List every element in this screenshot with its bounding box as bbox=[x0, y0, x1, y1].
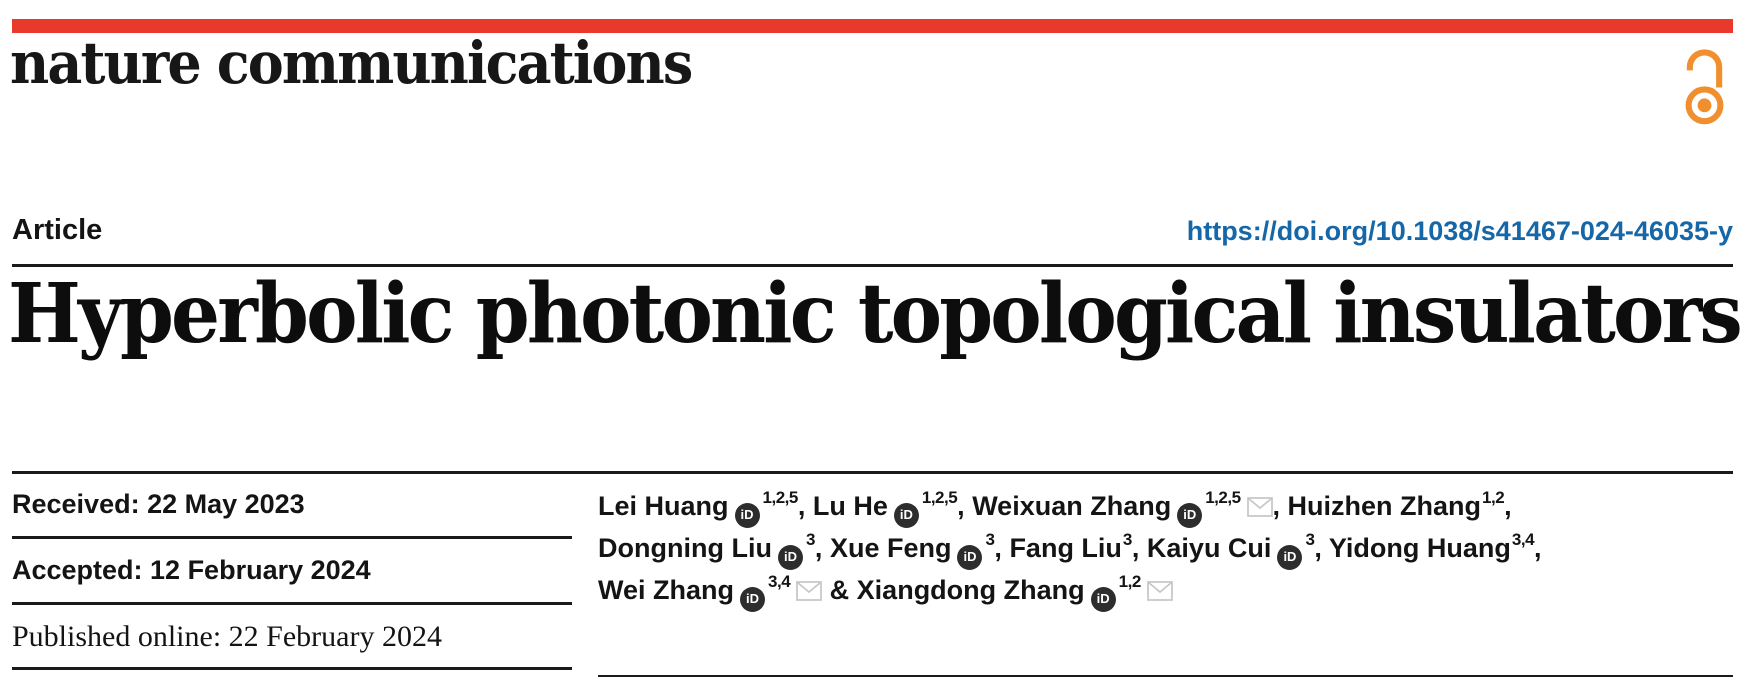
author-separator: , bbox=[1314, 533, 1329, 563]
author-name: Kaiyu Cui bbox=[1146, 533, 1272, 563]
author: Yidong Huang3,4, bbox=[1328, 530, 1542, 563]
author-name: Lu He bbox=[812, 491, 888, 521]
author-separator: , bbox=[957, 491, 973, 521]
author-superscript: 3 bbox=[1305, 530, 1315, 549]
author: Kaiyu Cui iD 3, bbox=[1146, 530, 1329, 570]
received-date: Received: 22 May 2023 bbox=[12, 489, 305, 519]
author-name: Weixuan Zhang bbox=[972, 491, 1172, 521]
published-date: Published online: 22 February 2024 bbox=[12, 620, 442, 653]
author: Xue Feng iD 3, bbox=[829, 530, 1010, 570]
orcid-icon[interactable]: iD bbox=[734, 502, 760, 528]
divider bbox=[12, 667, 572, 670]
author-separator: , bbox=[994, 533, 1010, 563]
author: Wei Zhang iD 3,4 & bbox=[598, 572, 857, 612]
author-superscript: 3,4 bbox=[768, 572, 791, 591]
accepted-date: Accepted: 12 February 2024 bbox=[12, 555, 371, 585]
brand-red-bar bbox=[12, 19, 1733, 33]
envelope-icon[interactable] bbox=[796, 581, 823, 601]
author-name: Yidong Huang bbox=[1328, 533, 1511, 563]
divider bbox=[12, 602, 572, 605]
author-name: Xiangdong Zhang bbox=[856, 575, 1085, 605]
orcid-icon[interactable]: iD bbox=[893, 502, 919, 528]
divider bbox=[598, 675, 1733, 677]
paper-title: Hyperbolic photonic topological insulato… bbox=[8, 266, 1740, 362]
author-superscript: 3 bbox=[1122, 530, 1132, 549]
author-superscript: 3 bbox=[805, 530, 815, 549]
author-name: Huizhen Zhang bbox=[1287, 491, 1482, 521]
author: Weixuan Zhang iD 1,2,5, bbox=[972, 488, 1288, 528]
open-access-icon bbox=[1676, 40, 1733, 135]
orcid-icon[interactable]: iD bbox=[1177, 502, 1203, 528]
author-line-1: Lei Huang iD 1,2,5, Lu He iD 1,2,5, Weixuan … bbox=[598, 487, 1738, 529]
orcid-icon[interactable]: iD bbox=[1277, 544, 1303, 570]
meta-row: Article https://doi.org/10.1038/s41467-0… bbox=[12, 214, 1733, 248]
doi-link[interactable]: https://doi.org/10.1038/s41467-024-46035… bbox=[1186, 216, 1733, 246]
author-superscript: 1,2 bbox=[1118, 572, 1142, 591]
author-separator: , bbox=[1534, 533, 1542, 563]
author-superscript: 3 bbox=[985, 530, 995, 549]
author-superscript: 1,2,5 bbox=[762, 488, 799, 507]
orcid-icon[interactable]: iD bbox=[740, 586, 766, 612]
envelope-icon[interactable] bbox=[1146, 581, 1173, 601]
divider bbox=[12, 264, 1733, 267]
author-superscript: 1,2,5 bbox=[1205, 488, 1241, 507]
article-type-label: Article bbox=[12, 214, 103, 246]
author: Lu He iD 1,2,5, bbox=[812, 488, 973, 528]
divider bbox=[12, 471, 1733, 474]
author-name: Wei Zhang bbox=[598, 575, 735, 605]
author-list: Lei Huang iD 1,2,5, Lu He iD 1,2,5, Weixuan … bbox=[598, 487, 1738, 613]
envelope-icon[interactable] bbox=[1246, 497, 1273, 517]
journal-name: nature communications bbox=[10, 29, 693, 97]
author: Xiangdong Zhang iD 1,2 bbox=[856, 572, 1173, 612]
author: Huizhen Zhang1,2, bbox=[1287, 488, 1512, 521]
author-name: Fang Liu bbox=[1009, 533, 1122, 563]
author-name: Xue Feng bbox=[829, 533, 952, 563]
author-separator: , bbox=[1272, 491, 1288, 521]
author-superscript: 3,4 bbox=[1511, 530, 1535, 549]
orcid-icon[interactable]: iD bbox=[777, 544, 803, 570]
author-superscript: 1,2,5 bbox=[921, 488, 958, 507]
author: Fang Liu3, bbox=[1009, 530, 1147, 563]
author: Dongning Liu iD 3, bbox=[598, 530, 830, 570]
author-separator: & bbox=[822, 575, 857, 605]
orcid-icon[interactable]: iD bbox=[1090, 586, 1116, 612]
author-line-3: Wei Zhang iD 3,4 & Xiangdong Zhang iD 1,2 bbox=[598, 571, 1738, 613]
author-separator: , bbox=[814, 533, 830, 563]
journal-logo: nature communications bbox=[10, 29, 743, 97]
author-name: Lei Huang bbox=[598, 491, 729, 521]
divider bbox=[12, 536, 572, 539]
orcid-icon[interactable]: iD bbox=[957, 544, 983, 570]
author-separator: , bbox=[1131, 533, 1147, 563]
author-separator: , bbox=[797, 491, 813, 521]
author-superscript: 1,2 bbox=[1482, 488, 1505, 507]
author-line-2: Dongning Liu iD 3, Xue Feng iD 3, Fang Liu3,… bbox=[598, 529, 1738, 571]
author-name: Dongning Liu bbox=[598, 533, 772, 563]
author-separator: , bbox=[1504, 491, 1512, 521]
author: Lei Huang iD 1,2,5, bbox=[598, 488, 813, 528]
